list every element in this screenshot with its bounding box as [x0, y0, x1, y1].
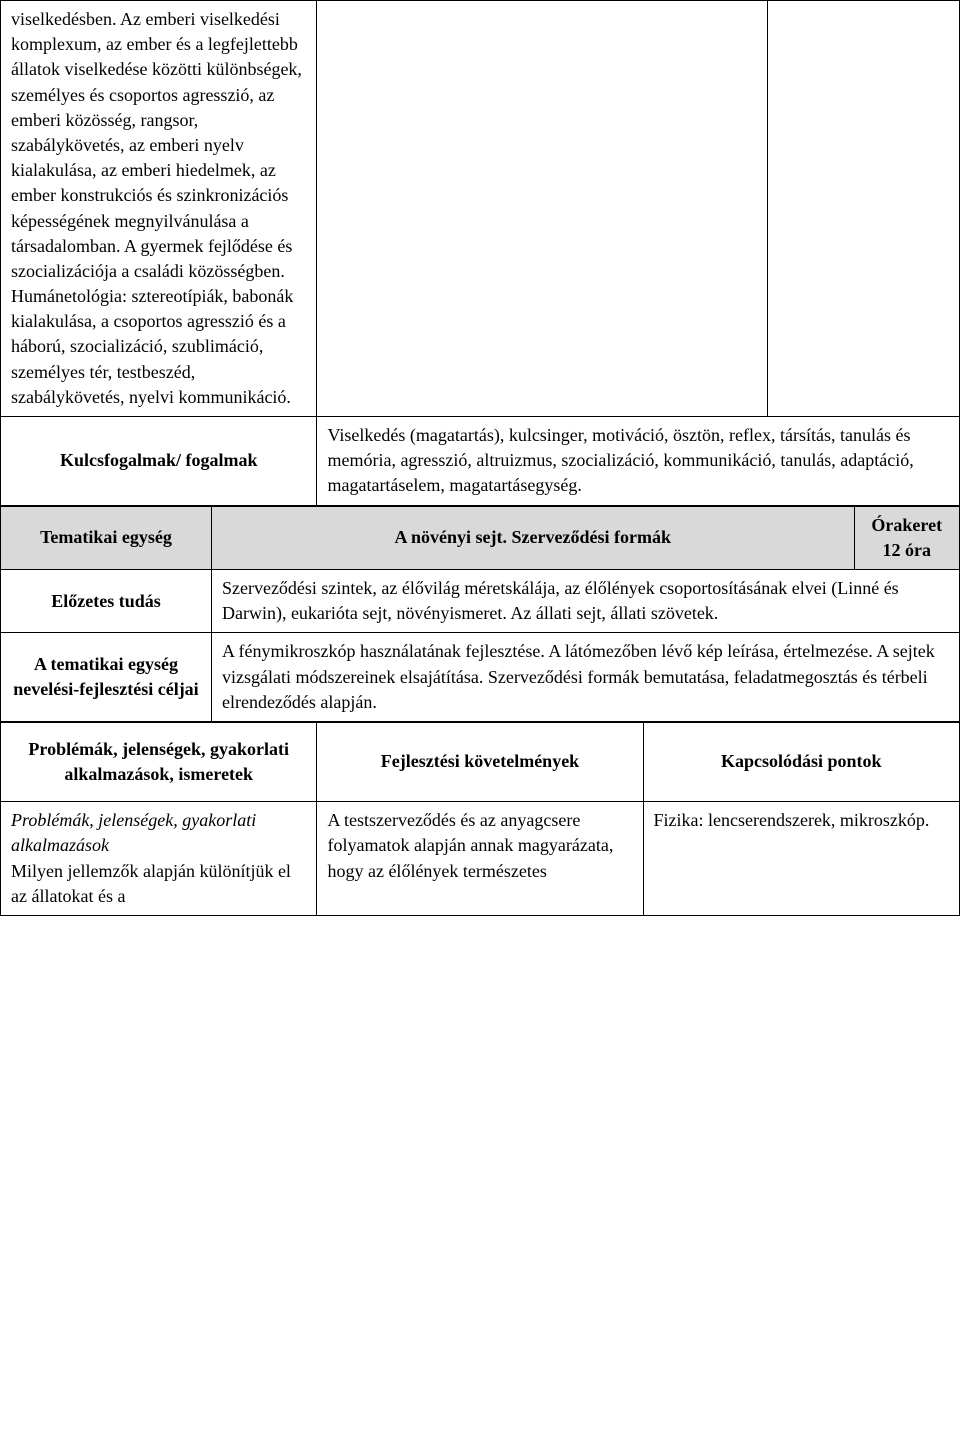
celjai-content: A fénymikroszkóp használatának fejleszté…: [211, 633, 959, 722]
orakeret-label: Órakeret: [871, 515, 942, 535]
orakeret-value: 12 óra: [883, 540, 932, 560]
problemak-header: Problémák, jelenségek, gyakorlati alkalm…: [1, 722, 317, 801]
table-row-headers: Problémák, jelenségek, gyakorlati alkalm…: [1, 722, 960, 801]
fejlesztes-header: Fejlesztési követelmények: [317, 722, 643, 801]
table-row-intro: viselkedésben. Az emberi viselkedési kom…: [1, 1, 960, 417]
tematikai-label: Tematikai egység: [1, 506, 212, 569]
problemak-italic-2: alkalmazások: [11, 835, 109, 855]
kapcsolodas-header: Kapcsolódási pontok: [643, 722, 959, 801]
table-row-kulcsfogalmak: Kulcsfogalmak/ fogalmak Viselkedés (maga…: [1, 417, 960, 506]
kulcsfogalmak-label: Kulcsfogalmak/ fogalmak: [1, 417, 317, 506]
problemak-content: Problémák, jelenségek, gyakorlati alkalm…: [1, 802, 317, 916]
content-table: Problémák, jelenségek, gyakorlati alkalm…: [0, 722, 960, 916]
orakeret-cell: Órakeret 12 óra: [854, 506, 960, 569]
intro-empty-cell-1: [317, 1, 768, 417]
curriculum-table: viselkedésben. Az emberi viselkedési kom…: [0, 0, 960, 506]
problemak-italic-1: Problémák, jelenségek, gyakorlati: [11, 810, 256, 830]
celjai-label: A tematikai egység nevelési-fejlesztési …: [1, 633, 212, 722]
elozetes-label: Előzetes tudás: [1, 569, 212, 632]
table-row-elozetes: Előzetes tudás Szerveződési szintek, az …: [1, 569, 960, 632]
table-row-celjai: A tematikai egység nevelési-fejlesztési …: [1, 633, 960, 722]
intro-text: viselkedésben. Az emberi viselkedési kom…: [11, 9, 302, 407]
intro-empty-cell-2: [768, 1, 960, 417]
kapcsolodas-content: Fizika: lencserendszerek, mikroszkóp.: [643, 802, 959, 916]
document-page: viselkedésben. Az emberi viselkedési kom…: [0, 0, 960, 916]
intro-text-cell: viselkedésben. Az emberi viselkedési kom…: [1, 1, 317, 417]
tematikai-table: Tematikai egység A növényi sejt. Szervez…: [0, 506, 960, 722]
elozetes-content: Szerveződési szintek, az élővilág mérets…: [211, 569, 959, 632]
kulcsfogalmak-content: Viselkedés (magatartás), kulcsinger, mot…: [317, 417, 960, 506]
problemak-rest: Milyen jellemzők alapján különítjük el a…: [11, 861, 291, 906]
tematikai-title: A növényi sejt. Szerveződési formák: [211, 506, 854, 569]
fejlesztes-content: A testszerveződés és az anyagcsere folya…: [317, 802, 643, 916]
table-row-tematikai-header: Tematikai egység A növényi sejt. Szervez…: [1, 506, 960, 569]
table-row-content: Problémák, jelenségek, gyakorlati alkalm…: [1, 802, 960, 916]
